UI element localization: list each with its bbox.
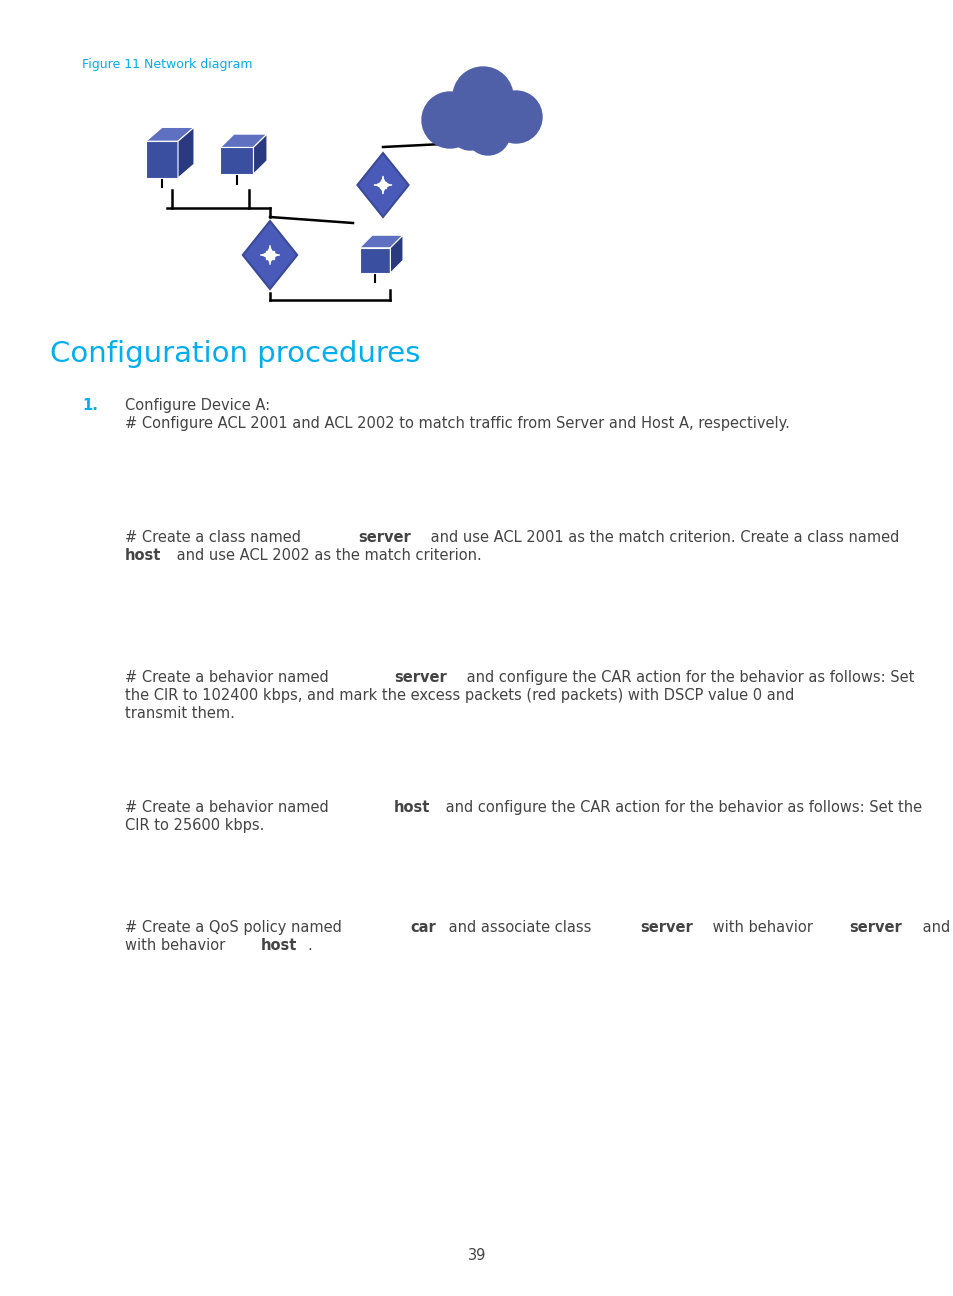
Text: 1.: 1. <box>82 398 98 413</box>
Text: CIR to 25600 kbps.: CIR to 25600 kbps. <box>125 818 264 833</box>
Text: Configure Device A:: Configure Device A: <box>125 398 270 413</box>
Text: host: host <box>394 800 430 815</box>
Polygon shape <box>178 127 193 178</box>
Text: # Create a QoS policy named: # Create a QoS policy named <box>125 920 346 934</box>
Polygon shape <box>220 148 253 174</box>
Text: .: . <box>307 938 312 953</box>
Text: Configuration procedures: Configuration procedures <box>50 340 420 368</box>
Text: host: host <box>260 938 296 953</box>
Polygon shape <box>253 133 267 174</box>
Text: Figure 11 Network diagram: Figure 11 Network diagram <box>82 58 253 71</box>
Text: host: host <box>125 548 161 562</box>
Text: and configure the CAR action for the behavior as follows: Set the: and configure the CAR action for the beh… <box>440 800 921 815</box>
Circle shape <box>421 92 477 148</box>
Bar <box>266 251 274 259</box>
Circle shape <box>465 111 510 156</box>
Text: and use ACL 2001 as the match criterion. Create a class named: and use ACL 2001 as the match criterion.… <box>426 530 899 546</box>
Polygon shape <box>146 141 178 178</box>
Polygon shape <box>359 248 390 273</box>
Circle shape <box>490 91 541 143</box>
Polygon shape <box>243 222 297 289</box>
Text: # Create a class named: # Create a class named <box>125 530 305 546</box>
Text: transmit them.: transmit them. <box>125 706 234 721</box>
Text: and use ACL 2002 as the match criterion.: and use ACL 2002 as the match criterion. <box>172 548 481 562</box>
Circle shape <box>450 110 490 150</box>
Polygon shape <box>390 235 402 273</box>
Polygon shape <box>220 133 267 148</box>
Text: with behavior: with behavior <box>707 920 817 934</box>
Text: server: server <box>848 920 902 934</box>
Circle shape <box>453 67 513 127</box>
Bar <box>379 181 386 188</box>
Polygon shape <box>357 153 408 216</box>
Text: # Configure ACL 2001 and ACL 2002 to match traffic from Server and Host A, respe: # Configure ACL 2001 and ACL 2002 to mat… <box>125 416 789 432</box>
Text: the CIR to 102400 kbps, and mark the excess packets (red packets) with DSCP valu: the CIR to 102400 kbps, and mark the exc… <box>125 688 794 702</box>
Text: and associate class: and associate class <box>443 920 596 934</box>
Text: server: server <box>394 670 446 686</box>
Text: and class: and class <box>917 920 953 934</box>
Text: with behavior: with behavior <box>125 938 230 953</box>
Polygon shape <box>359 235 402 248</box>
Text: 39: 39 <box>467 1248 486 1264</box>
Text: car: car <box>411 920 436 934</box>
Text: # Create a behavior named: # Create a behavior named <box>125 670 333 686</box>
Polygon shape <box>146 127 193 141</box>
Text: server: server <box>357 530 411 546</box>
Text: server: server <box>639 920 692 934</box>
Text: # Create a behavior named: # Create a behavior named <box>125 800 333 815</box>
Text: and configure the CAR action for the behavior as follows: Set: and configure the CAR action for the beh… <box>461 670 913 686</box>
